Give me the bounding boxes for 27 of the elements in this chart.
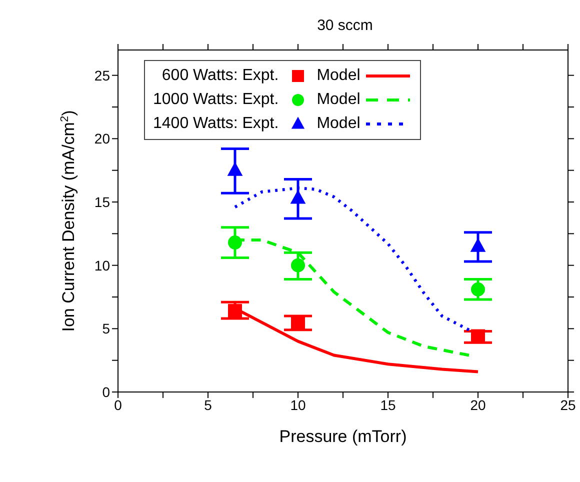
legend-label: 600 Watts: Expt. bbox=[160, 66, 279, 86]
y-tick-label: 25 bbox=[94, 67, 110, 84]
point bbox=[291, 315, 305, 330]
legend-label: Model bbox=[316, 90, 360, 110]
legend-label: Model bbox=[316, 66, 360, 86]
x-tick-label: 10 bbox=[290, 396, 306, 413]
y-tick-label: 20 bbox=[94, 130, 110, 147]
x-tick-label: 0 bbox=[114, 396, 122, 413]
legend-label: 1000 Watts: Expt. bbox=[153, 90, 279, 110]
chart-title: 30 sccm bbox=[317, 17, 373, 34]
point bbox=[227, 162, 243, 176]
y-tick-label: 15 bbox=[94, 194, 110, 210]
point bbox=[471, 329, 485, 344]
x-tick-label: 15 bbox=[380, 396, 396, 413]
y-tick-label: 5 bbox=[102, 320, 110, 337]
point bbox=[470, 238, 486, 252]
point bbox=[471, 282, 485, 296]
y-tick-label: 10 bbox=[94, 257, 110, 274]
y-tick-label: 0 bbox=[102, 384, 110, 400]
legend-label: 1400 Watts: Expt. bbox=[153, 114, 279, 134]
legend-label: Model bbox=[316, 114, 360, 134]
point bbox=[290, 190, 306, 204]
x-tick-label: 25 bbox=[560, 396, 576, 413]
x-axis-title: Pressure (mTorr) bbox=[279, 427, 407, 446]
point bbox=[291, 258, 305, 272]
x-tick-label: 5 bbox=[204, 396, 212, 413]
x-tick-label: 20 bbox=[470, 396, 486, 413]
